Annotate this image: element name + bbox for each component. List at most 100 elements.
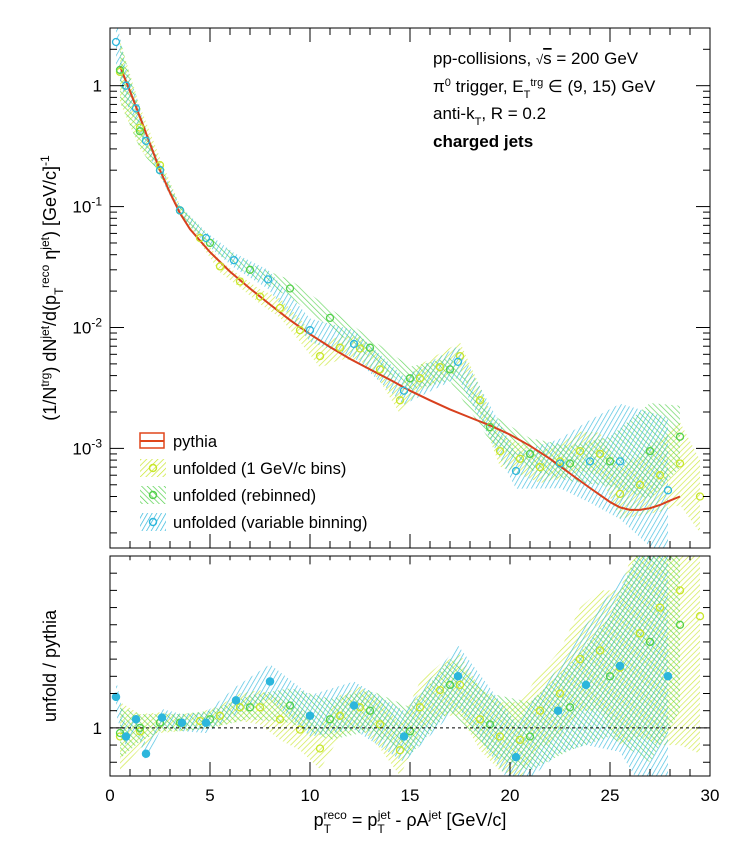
bottom-marker-s3-4 xyxy=(157,713,167,722)
bottom-marker-s1-18 xyxy=(475,715,485,724)
bottom-marker-s2-8 xyxy=(365,706,375,715)
legend-label-3: unfolded (variable binning) xyxy=(173,514,367,532)
bottom-marker-s3-12 xyxy=(453,672,463,681)
top-marker-s1-16 xyxy=(435,362,445,372)
top-marker-s3-9 xyxy=(305,326,315,335)
bottom-marker-s2-14 xyxy=(605,672,615,681)
x-tick-label-25: 25 xyxy=(601,786,620,805)
legend-swatch-2 xyxy=(140,486,166,504)
top-marker-s2-10 xyxy=(445,365,455,374)
bottom-marker-s2-0 xyxy=(115,728,125,738)
bottom-marker-s1-20 xyxy=(515,735,525,745)
bottom-marker-s1-24 xyxy=(595,646,605,655)
top-marker-s1-13 xyxy=(375,365,385,374)
x-tick-label-10: 10 xyxy=(301,786,320,805)
bottom-marker-s1-19 xyxy=(495,732,505,741)
bottom-marker-s1-17 xyxy=(455,680,465,690)
top-marker-s2-9 xyxy=(405,374,415,383)
top-marker-s1-28 xyxy=(675,459,685,468)
top-y-axis-label: (1/Ntrg) dNjet/d(pTreco ηjet) [GeV/c]-1 xyxy=(38,155,66,421)
top-marker-s3-8 xyxy=(263,275,273,284)
top-marker-s1-11 xyxy=(335,343,345,352)
top-marker-s3-11 xyxy=(399,386,409,395)
top-y-tick-label: 10-2 xyxy=(72,315,102,337)
top-marker-s2-8 xyxy=(365,343,375,352)
top-marker-s3-10 xyxy=(349,339,359,349)
top-marker-s1-6 xyxy=(235,277,245,286)
top-y-tick-label: 1 xyxy=(93,77,102,96)
bottom-marker-s1-9 xyxy=(295,725,305,734)
bottom-marker-s1-27 xyxy=(655,603,665,612)
top-marker-s1-24 xyxy=(595,449,605,459)
top-marker-s2-7 xyxy=(325,313,335,323)
x-tick-label-15: 15 xyxy=(401,786,420,805)
top-marker-s2-14 xyxy=(605,457,615,466)
top-y-tick-label: 10-3 xyxy=(72,436,102,458)
bottom-marker-s3-5 xyxy=(177,718,187,727)
bottom-marker-s3-15 xyxy=(581,680,591,690)
top-marker-s1-21 xyxy=(535,462,545,472)
legend-swatch-3 xyxy=(140,513,166,531)
top-marker-s3-17 xyxy=(663,486,673,495)
top-marker-s3-6 xyxy=(201,233,211,243)
info-line-1: pp-collisions, √s = 200 GeV xyxy=(433,49,639,68)
bottom-marker-s2-15 xyxy=(645,637,655,647)
legend-marker-1 xyxy=(148,463,158,473)
bottom-marker-s1-14 xyxy=(395,746,405,755)
top-marker-s1-12 xyxy=(355,344,365,353)
info-line-2: π0 trigger, ETtrg ∈ (9, 15) GeV xyxy=(433,77,656,101)
top-marker-s3-14 xyxy=(555,459,565,468)
legend-label-1: unfolded (1 GeV/c bins) xyxy=(173,460,346,478)
top-y-tick-label: 10-1 xyxy=(72,195,102,217)
legend: pythia unfolded (1 GeV/c bins) unfolded (r… xyxy=(139,432,367,532)
legend-label-2: unfolded (rebinned) xyxy=(173,487,316,505)
bottom-marker-s1-26 xyxy=(635,629,645,638)
bottom-marker-s3-10 xyxy=(349,701,359,710)
bottom-marker-s1-29 xyxy=(695,612,705,621)
top-marker-s1-25 xyxy=(615,489,625,499)
x-tick-label-20: 20 xyxy=(501,786,520,805)
bottom-y-tick-label: 1 xyxy=(93,719,102,738)
top-marker-s1-15 xyxy=(415,374,425,383)
x-axis-label: pTreco = pTjet - ρAjet [GeV/c] xyxy=(314,808,507,836)
bottom-marker-s1-16 xyxy=(435,685,445,695)
bottom-marker-s1-5 xyxy=(215,711,225,720)
bottom-marker-s2-7 xyxy=(325,715,335,724)
top-marker-s2-6 xyxy=(285,284,295,293)
top-marker-s1-8 xyxy=(275,303,285,313)
legend-swatch-1 xyxy=(140,459,166,477)
top-band-3 xyxy=(116,28,668,548)
legend-marker-2 xyxy=(148,490,158,500)
info-box: pp-collisions, √s = 200 GeV π0 trigger, … xyxy=(433,49,656,151)
bottom-marker-s1-23 xyxy=(575,654,585,664)
bottom-marker-s2-16 xyxy=(675,620,685,629)
legend-label-0: pythia xyxy=(173,433,218,451)
pythia-line xyxy=(119,65,681,511)
top-marker-s1-18 xyxy=(475,396,485,405)
top-marker-s2-0 xyxy=(115,65,125,75)
top-marker-s2-15 xyxy=(645,446,655,456)
bottom-marker-s3-13 xyxy=(511,752,521,762)
x-tick-label-0: 0 xyxy=(105,786,114,805)
x-tick-label-30: 30 xyxy=(701,786,720,805)
top-series-lines xyxy=(119,65,681,511)
legend-marker-3 xyxy=(148,517,158,527)
top-marker-s3-15 xyxy=(585,457,595,466)
top-marker-s1-5 xyxy=(215,262,225,271)
top-marker-s1-9 xyxy=(295,326,305,335)
top-marker-s2-13 xyxy=(565,459,575,468)
bottom-marker-s3-1 xyxy=(121,732,131,741)
bottom-marker-s3-8 xyxy=(265,677,275,686)
bottom-marker-s2-12 xyxy=(525,732,535,741)
top-marker-s2-5 xyxy=(245,265,255,274)
bottom-axes: 0 5 10 15 20 25 30 1 xyxy=(93,556,720,805)
top-marker-s1-19 xyxy=(495,446,505,456)
top-marker-s1-23 xyxy=(575,446,585,456)
top-marker-s3-3 xyxy=(141,136,151,145)
top-marker-s3-13 xyxy=(511,466,521,476)
bottom-marker-s2-13 xyxy=(565,703,575,712)
bottom-markers xyxy=(111,586,705,762)
top-marker-s3-4 xyxy=(155,166,165,175)
bottom-marker-s1-11 xyxy=(335,711,345,720)
